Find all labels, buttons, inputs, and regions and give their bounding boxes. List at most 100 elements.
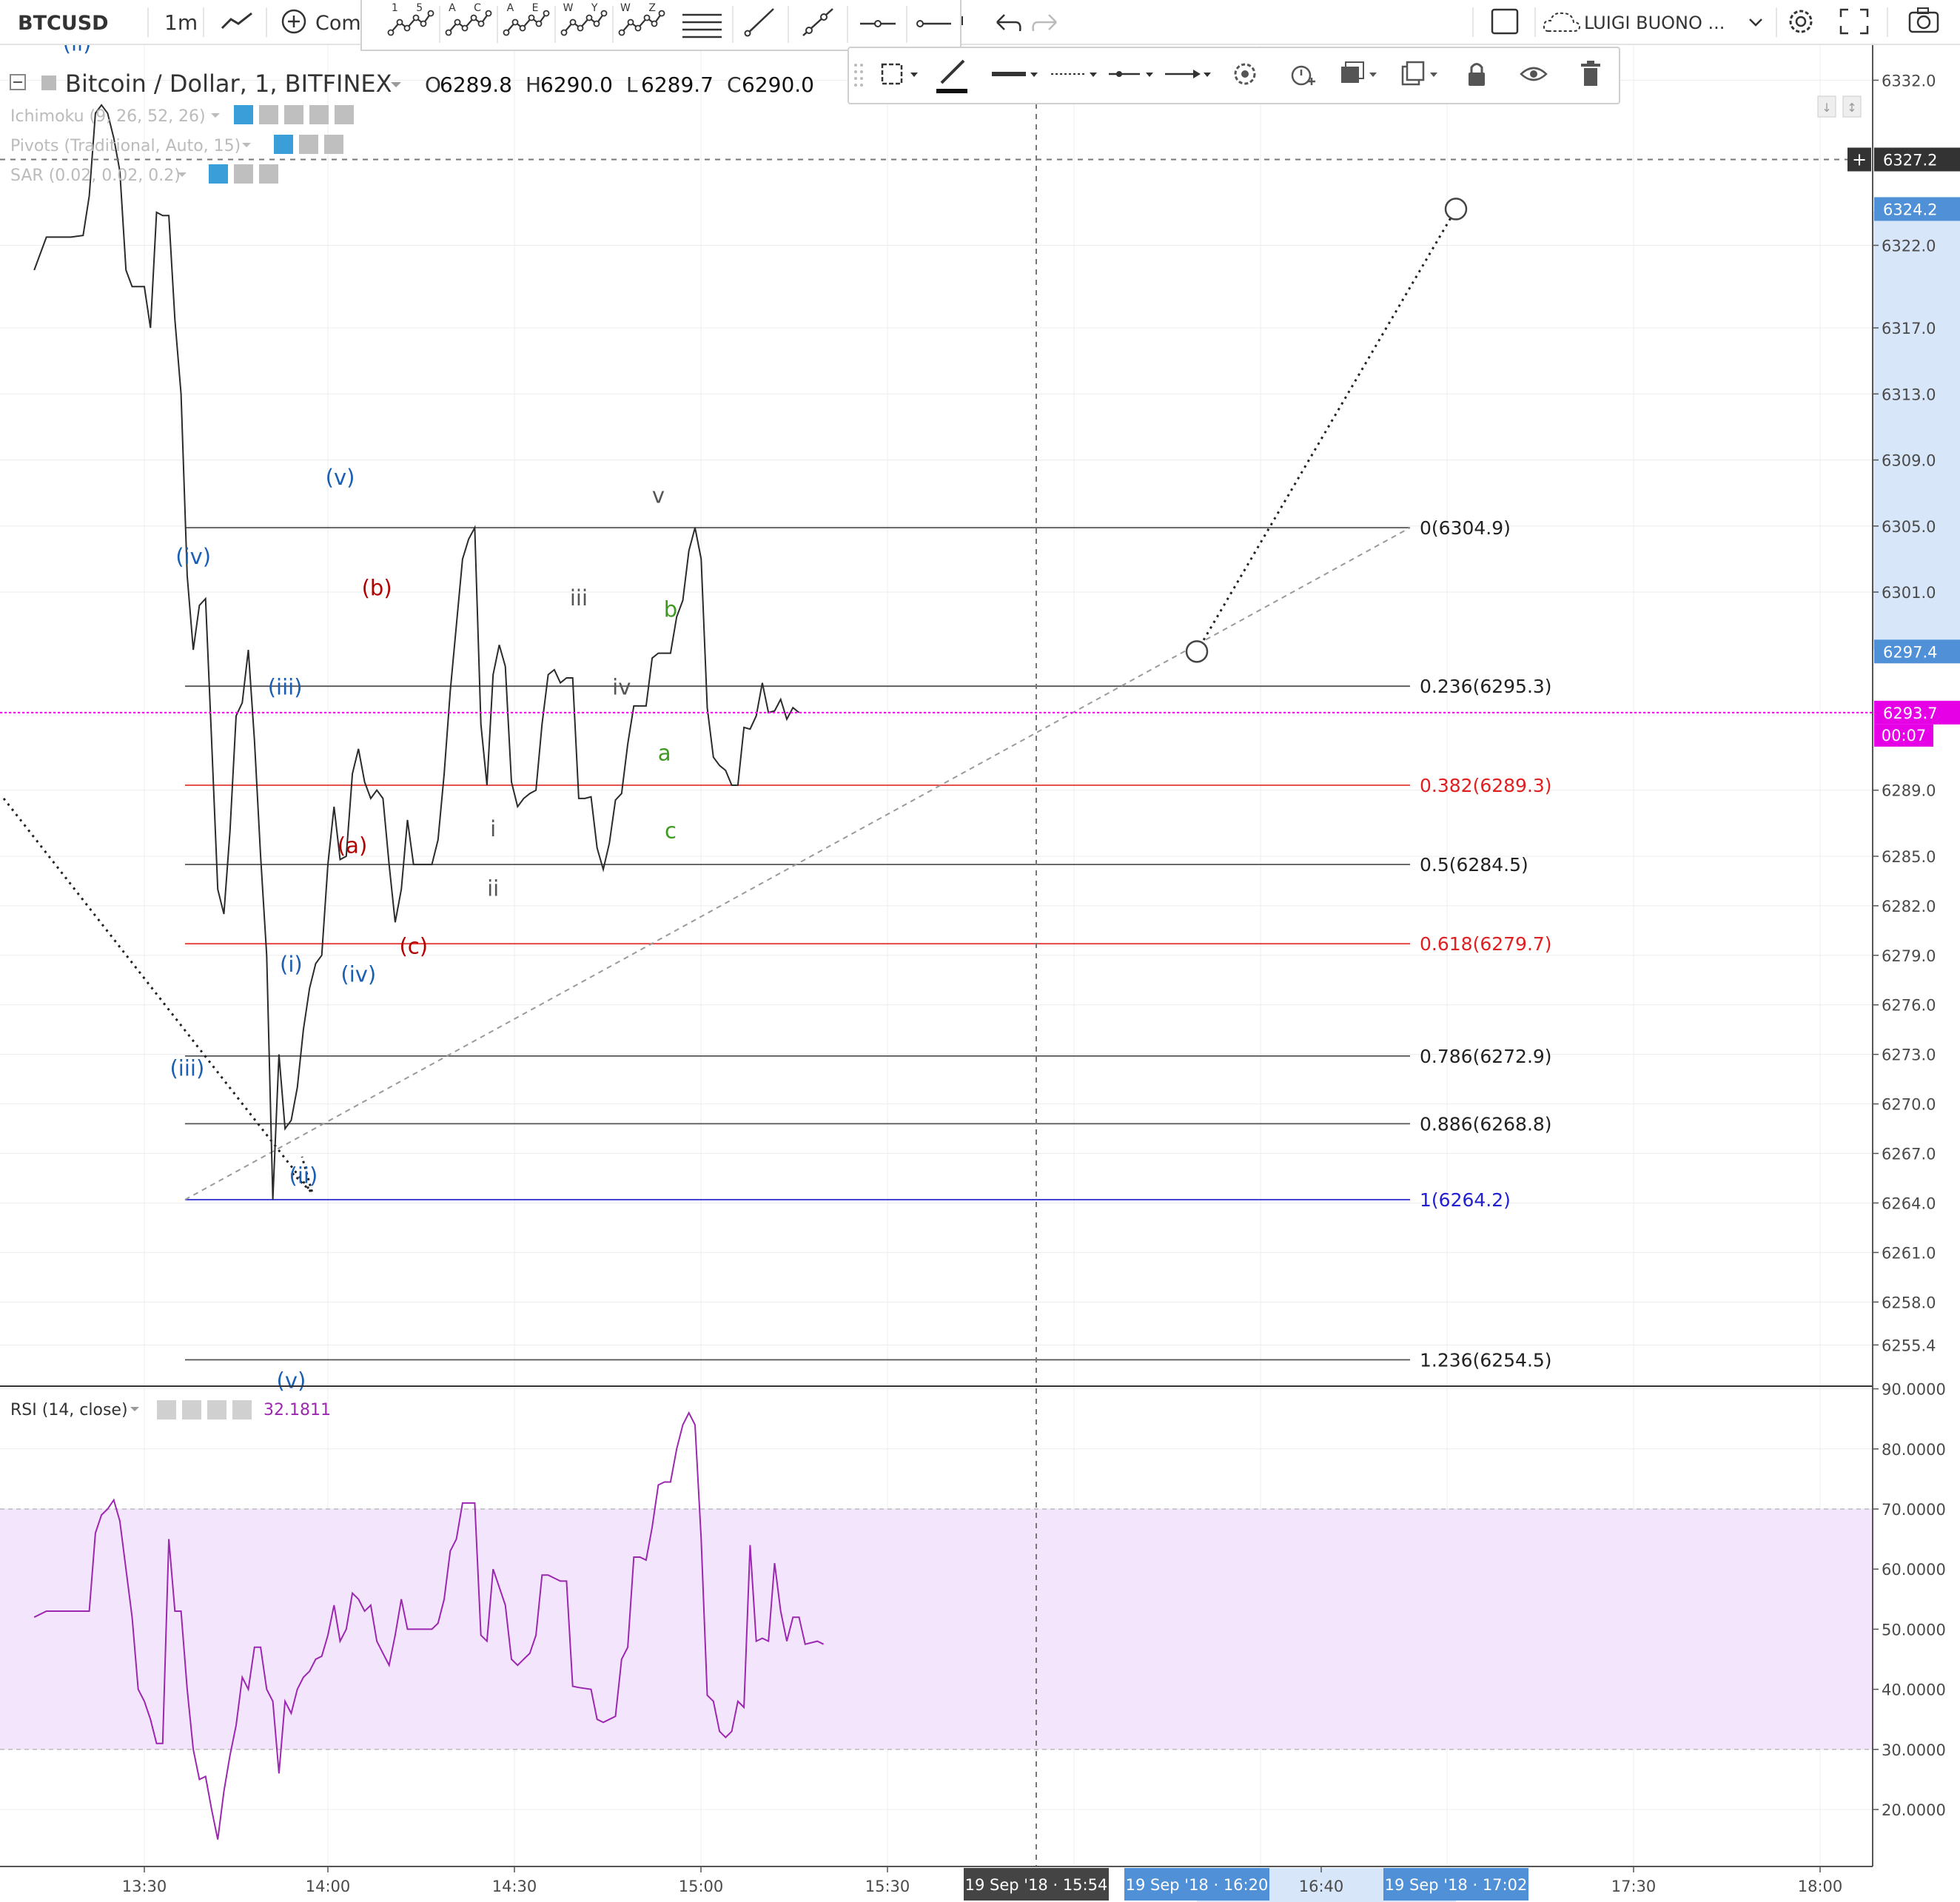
fill-color-icon[interactable]: [881, 63, 918, 85]
dotted-arrow-down[interactable]: [2, 797, 312, 1192]
time-axis[interactable]: 13:30 14:00 14:30 15:00 15:30 16:40 17:30 18:00: [122, 1866, 1843, 1895]
line-chart-icon[interactable]: [221, 12, 252, 30]
rsi-legend-title[interactable]: RSI (14, close): [10, 1401, 128, 1419]
undo-icon[interactable]: [996, 14, 1021, 32]
wave-label[interactable]: (c): [399, 934, 428, 959]
scale-down-icon[interactable]: ↓: [1822, 101, 1831, 115]
chevron-down-icon[interactable]: [242, 143, 251, 147]
projection-start-handle[interactable]: [1185, 640, 1209, 663]
wave-label[interactable]: (a): [338, 833, 367, 858]
ray-icon[interactable]: [802, 8, 833, 36]
trend-line[interactable]: [184, 527, 1411, 1200]
visual-order-icon[interactable]: [1341, 61, 1377, 83]
wave-label[interactable]: (v): [326, 465, 355, 490]
wave-label[interactable]: (iv): [340, 962, 376, 987]
elliott-impulse-icon[interactable]: 1 5: [387, 2, 434, 36]
eye-icon[interactable]: [209, 164, 228, 184]
wave-label[interactable]: (v): [277, 1368, 306, 1393]
wave-label[interactable]: (b): [362, 575, 392, 600]
eye-icon[interactable]: [274, 135, 293, 154]
arrow-end-icon[interactable]: [1165, 70, 1211, 78]
horizontal-line-icon[interactable]: [860, 20, 896, 27]
symbol-search[interactable]: BTCUSD: [18, 12, 109, 35]
trend-line-icon[interactable]: [744, 8, 774, 37]
plus-icon[interactable]: [309, 105, 329, 124]
price-badge-label: 6324.2: [1883, 201, 1937, 218]
gear-icon[interactable]: [259, 105, 278, 124]
gear-icon[interactable]: [1234, 63, 1256, 85]
projection-end-handle[interactable]: [1444, 198, 1468, 221]
gear-icon[interactable]: [1789, 10, 1813, 33]
interval-selector[interactable]: 1m: [164, 10, 198, 35]
trash-icon[interactable]: [1581, 61, 1600, 86]
price-badge-label: 6297.4: [1883, 643, 1937, 661]
wave-label[interactable]: (iv): [175, 544, 211, 569]
ohlc-key: C: [727, 73, 742, 97]
eye-icon[interactable]: [234, 105, 253, 124]
eye-icon[interactable]: [157, 1400, 176, 1419]
wave-label[interactable]: iv: [612, 674, 631, 699]
chevron-down-icon[interactable]: [211, 113, 220, 118]
chevron-down-icon[interactable]: [391, 82, 401, 87]
price-axis[interactable]: 6332.0 6322.0 6317.0 6313.0 6309.0 6305.0 6301…: [1873, 72, 1936, 1354]
lock-icon[interactable]: [1469, 63, 1485, 87]
wave-label[interactable]: i: [490, 816, 496, 841]
indicator-legend-title[interactable]: SAR (0.02, 0.02, 0.2): [10, 167, 181, 185]
dotted-arrow-up[interactable]: [1195, 208, 1457, 653]
account-menu[interactable]: LUIGI BUONO ...: [1543, 12, 1762, 33]
alert-add-icon[interactable]: [1291, 65, 1315, 86]
wave-label[interactable]: b: [664, 597, 677, 622]
fullscreen-box-icon[interactable]: [1491, 8, 1519, 35]
elliott-triangle-icon[interactable]: A E: [503, 2, 550, 36]
elliott-triple-combo-icon[interactable]: W Z: [618, 2, 665, 36]
scale-buttons[interactable]: ↓ ↕: [1817, 95, 1862, 118]
elliott-double-combo-icon[interactable]: W Y: [560, 2, 608, 36]
wave-label[interactable]: (ii): [289, 1163, 318, 1189]
rsi-axis[interactable]: 90.0000 80.0000 70.0000 60.0000 50.0000 40.00…: [1873, 1381, 1946, 1819]
clone-icon[interactable]: [1401, 61, 1437, 86]
fib-lines-icon[interactable]: [682, 13, 722, 38]
wave-label[interactable]: iii: [570, 585, 588, 611]
elliott-correction-icon[interactable]: A C: [445, 2, 492, 36]
drag-handle-icon[interactable]: [854, 64, 863, 87]
fib-retracement[interactable]: 0(6304.9) 0.236(6295.3) 0.382(6289.3) 0.5(6…: [185, 517, 1552, 1371]
indicator-legend-title[interactable]: Ichimoku (9, 26, 52, 26): [10, 107, 206, 126]
wave-label[interactable]: ii: [487, 876, 499, 901]
chevron-down-icon[interactable]: [130, 1407, 139, 1411]
line-width-icon[interactable]: [992, 72, 1038, 77]
plus-icon[interactable]: [207, 1400, 226, 1419]
wave-label[interactable]: v: [652, 483, 665, 508]
close-icon[interactable]: [259, 164, 278, 184]
close-icon[interactable]: [324, 135, 343, 154]
chevron-down-icon[interactable]: [178, 172, 187, 177]
gear-icon[interactable]: [299, 135, 318, 154]
wave-label[interactable]: (iii): [268, 674, 303, 699]
gear-icon[interactable]: [182, 1400, 201, 1419]
wave-label[interactable]: a: [658, 741, 671, 766]
close-icon[interactable]: [335, 105, 354, 124]
price-badge: [1874, 147, 1960, 172]
pattern-tool-label: W Y: [563, 2, 605, 14]
camera-icon[interactable]: [1908, 7, 1939, 33]
fullscreen-icon[interactable]: [1839, 8, 1869, 35]
indicator-legend-title[interactable]: Pivots (Traditional, Auto, 15): [10, 137, 241, 155]
wave-label[interactable]: (i): [280, 952, 303, 977]
horizontal-ray-icon[interactable]: [916, 16, 963, 27]
price-tick-label: 6279.0: [1882, 947, 1936, 965]
series-title[interactable]: Bitcoin / Dollar, 1, BITFINEX: [65, 70, 392, 98]
wave-label[interactable]: (iii): [170, 1056, 204, 1081]
source-icon[interactable]: [284, 105, 303, 124]
wave-label[interactable]: c: [665, 818, 677, 843]
line-style-icon[interactable]: [1051, 73, 1097, 77]
redo-icon[interactable]: [1032, 14, 1057, 32]
gear-icon[interactable]: [234, 164, 253, 184]
close-icon[interactable]: [232, 1400, 252, 1419]
pencil-color-icon[interactable]: [936, 59, 967, 93]
line-end-icon[interactable]: [1109, 71, 1153, 77]
eye-icon[interactable]: [1520, 67, 1548, 81]
collapse-legend-button[interactable]: [10, 74, 26, 90]
scale-lock-icon[interactable]: ↕: [1847, 101, 1856, 115]
crosshair-plus-icon[interactable]: +: [1852, 149, 1867, 169]
price-badge: [1874, 197, 1960, 221]
